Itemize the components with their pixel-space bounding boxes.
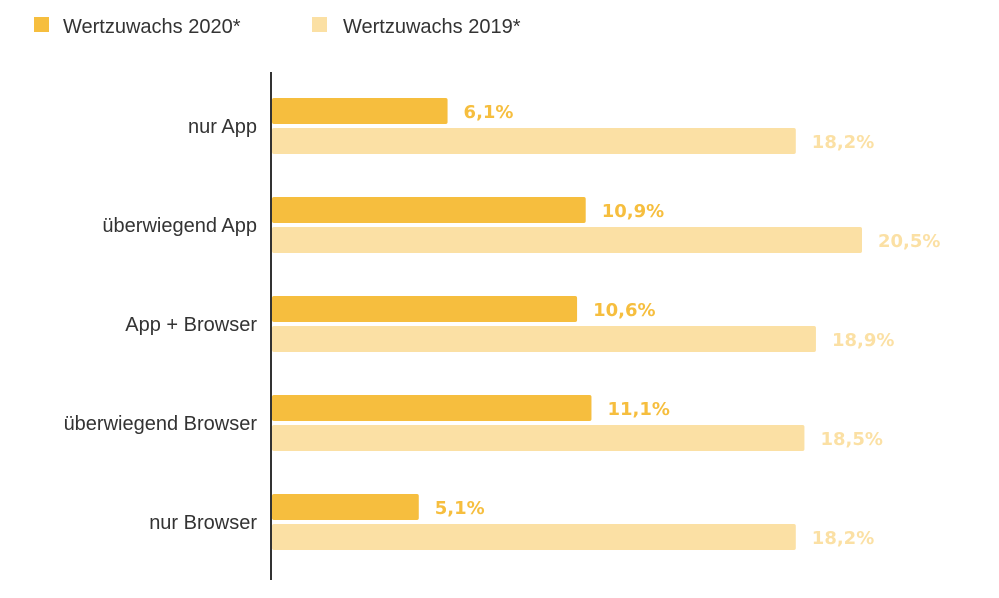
bar-2020-nur-browser (272, 494, 419, 520)
bar-2019-nur-browser (272, 524, 796, 550)
bar-2020-ueberwiegend-app (272, 197, 586, 223)
category-label-nur-app: nur App (188, 116, 257, 138)
value-label-2019-nur-browser: 18,2% (812, 528, 874, 549)
value-label-2020-nur-browser: 5,1% (435, 498, 485, 519)
legend-swatch-2019 (312, 17, 327, 32)
category-label-ueberwiegend-app: überwiegend App (102, 215, 257, 237)
value-label-2020-ueberwiegend-browser: 11,1% (607, 399, 669, 420)
bars-group: nur App 6,1% 18,2% überwiegend App 10,9% 20,5… (64, 98, 940, 550)
legend-label-2020: Wertzuwachs 2020* (63, 16, 241, 38)
value-label-2020-app-browser: 10,6% (593, 300, 655, 321)
bar-2019-nur-app (272, 128, 796, 154)
value-label-2020-ueberwiegend-app: 10,9% (602, 201, 664, 222)
legend: Wertzuwachs 2020* Wertzuwachs 2019* (34, 16, 521, 38)
value-label-2019-ueberwiegend-browser: 18,5% (820, 429, 882, 450)
legend-label-2019: Wertzuwachs 2019* (343, 16, 521, 38)
legend-swatch-2020 (34, 17, 49, 32)
category-label-ueberwiegend-browser: überwiegend Browser (64, 413, 258, 435)
value-label-2020-nur-app: 6,1% (464, 102, 514, 123)
bar-2020-app-browser (272, 296, 578, 322)
bar-2020-nur-app (272, 98, 448, 124)
value-label-2019-app-browser: 18,9% (832, 330, 894, 351)
bar-2019-ueberwiegend-browser (272, 425, 805, 451)
value-label-2019-ueberwiegend-app: 20,5% (878, 231, 940, 252)
bar-2019-ueberwiegend-app (272, 227, 862, 253)
category-label-app-browser: App + Browser (125, 314, 257, 336)
bar-2019-app-browser (272, 326, 816, 352)
category-label-nur-browser: nur Browser (149, 512, 257, 534)
value-label-2019-nur-app: 18,2% (812, 132, 874, 153)
bar-2020-ueberwiegend-browser (272, 395, 592, 421)
